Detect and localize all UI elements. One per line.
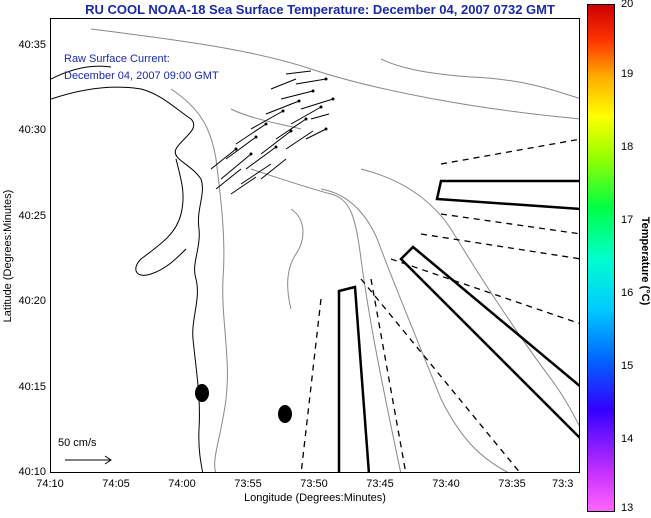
colorbar-tick: 18 [621,141,634,153]
beam-outlines [337,179,579,472]
x-tick-label: 73:45 [366,478,394,490]
x-tick-label: 73:50 [300,478,328,490]
map-plot-area[interactable] [50,18,580,473]
x-tick-label: 73:35 [498,478,526,490]
map-canvas [51,28,579,472]
dashed-lines [300,138,579,472]
station-marker [278,405,292,423]
colorbar-tick: 19 [621,68,634,80]
y-tick-label: 40:35 [18,39,46,51]
current-label-line2: December 04, 2007 09:00 GMT [64,70,219,82]
y-tick-label: 40:10 [18,466,46,478]
colorbar-tick: 13 [621,502,634,514]
y-axis-label: Latitude (Degrees:Minutes) [2,189,14,323]
x-tick-label: 73:55 [234,478,262,490]
y-tick-label: 40:30 [18,124,46,136]
current-vectors [210,70,334,195]
x-tick-label: 73:40 [432,478,460,490]
current-label-line1: Raw Surface Current: [64,53,170,65]
colorbar-tick: 15 [621,360,634,372]
y-tick-label: 40:15 [18,381,46,393]
colorbar-tick: 17 [621,214,634,226]
map-title: RU COOL NOAA-18 Sea Surface Temperature:… [85,2,555,17]
x-axis-label: Longitude (Degrees:Minutes) [244,492,386,504]
x-tick-label: 74:05 [102,478,130,490]
x-tick-label: 74:10 [36,478,64,490]
x-tick-label: 73:3 [552,478,574,490]
scale-arrow [65,455,112,465]
station-marker [195,384,209,402]
colorbar-tick: 16 [621,287,634,299]
colorbar-tick: 20 [621,0,634,10]
colorbar-tick: 14 [621,433,634,445]
current-arrowheads [234,77,335,156]
y-tick-label: 40:20 [18,295,46,307]
x-tick-label: 74:00 [168,478,196,490]
temperature-colorbar [587,4,615,512]
y-tick-label: 40:25 [18,210,46,222]
scale-label: 50 cm/s [58,437,97,449]
colorbar-label: Temperature (°C) [639,216,651,306]
